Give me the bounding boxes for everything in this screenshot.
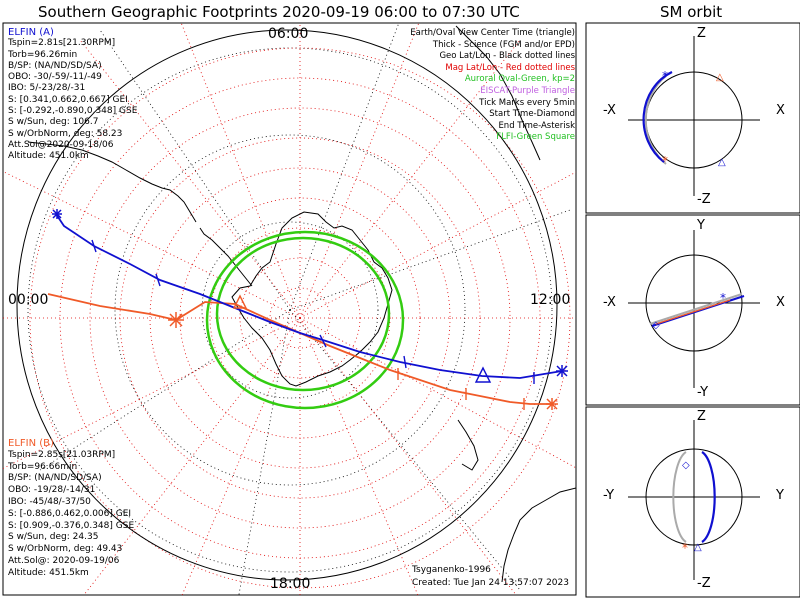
elfin-a-end-asterisk (52, 209, 62, 219)
svg-text:*: * (662, 69, 668, 83)
sm3-axis-left: -Y (603, 488, 615, 503)
svg-text:*: * (662, 154, 668, 168)
elfin-a-line: Altitude: 451.0km (8, 151, 89, 162)
elfin-b-line: S w/Sun, deg: 24.35 (8, 532, 99, 543)
legend-item: Start Time-Diamond (489, 109, 575, 120)
legend: Earth/Oval View Center Time (triangle) T… (410, 28, 575, 144)
elfin-b-info: ELFIN (B) Tspin=2.85s[21.03RPM] Torb=96.… (8, 438, 134, 580)
legend-item: Tick Marks every 5min (479, 97, 575, 108)
elfin-b-line: Altitude: 451.5km (8, 567, 89, 578)
elfin-b-line: B/SP: (NA/ND/SD/SA) (8, 473, 102, 484)
auroral-oval-outer (205, 230, 405, 410)
elfin-b-view-center-triangle (232, 294, 248, 309)
sm1-axis-right: X (776, 103, 785, 118)
elfin-a-line: S: [-0.292,-0.890,0.348] GSE (8, 106, 138, 117)
map-frame (2, 22, 577, 596)
sm-panel-1-frame (585, 22, 800, 214)
elfin-a-line: S w/OrbNorm, deg: 58.23 (8, 128, 123, 139)
sm-orbit-title: SM orbit (660, 3, 723, 21)
clock-label-bottom: 18:00 (270, 576, 311, 592)
sm3-axis-top: Z (697, 409, 706, 424)
elfin-a-view-center-triangle (474, 366, 492, 383)
auroral-oval-inner (215, 236, 391, 392)
legend-item: EISCAT-Purple Triangle (480, 85, 575, 96)
legend-item: Geo Lat/Lon - Black dotted lines (439, 51, 575, 62)
sm-panel-2-frame (585, 214, 800, 406)
legend-item: FLFI-Green Square (496, 132, 575, 143)
elfin-a-line: S: [0.341,0.662,0.667] GEI (8, 94, 128, 105)
sm-panel-2: * ◇ (628, 230, 760, 388)
elfin-a-line: Torb=96.26min (8, 49, 78, 60)
africa-coastline (455, 25, 541, 161)
sm-panel-1: * * △ △ (628, 36, 760, 196)
svg-text:◇: ◇ (682, 460, 690, 471)
elfin-a-line: Att.Sol@2020-09-18/06 (8, 139, 114, 150)
elfin-a-line: OBO: -30/-59/-11/-49 (8, 72, 102, 83)
elfin-a-line: S w/Sun, deg: 106.7 (8, 117, 99, 128)
footer-model: Tsyganenko-1996 (412, 565, 491, 575)
sm1-axis-left: -X (603, 103, 616, 118)
elfin-a-line: B/SP: (NA/ND/SD/SA) (8, 60, 102, 71)
legend-item: Earth/Oval View Center Time (triangle) (410, 28, 575, 38)
earth-limb (16, 29, 558, 581)
elfin-a-line: Tspin=2.81s[21.30RPM] (8, 38, 116, 49)
elfin-b-line: Tspin=2.85s[21.03RPM] (8, 449, 116, 460)
sm3-axis-bottom: -Z (697, 576, 711, 591)
svg-text:*: * (720, 291, 726, 305)
antarctica-coastline (231, 211, 393, 387)
legend-item: End Time-Asterisk (498, 120, 575, 131)
sm1-axis-top: Z (697, 26, 706, 41)
svg-text:△: △ (716, 72, 724, 83)
svg-text:△: △ (694, 542, 702, 553)
main-title: Southern Geographic Footprints 2020-09-1… (38, 3, 520, 21)
south-america-coastline (27, 141, 197, 223)
sm3-axis-right: Y (776, 488, 784, 503)
legend-item: Auroral Oval-Green, kp=2 (464, 74, 575, 85)
elfin-b-line: IBO: -45/48/-37/50 (8, 496, 91, 507)
clock-label-left: 00:00 (8, 292, 49, 308)
elfin-b-track (47, 293, 552, 405)
sm2-axis-right: X (776, 295, 785, 310)
elfin-a-start-asterisk (556, 365, 568, 377)
legend-item: Thick - Science (FGM and/or EPD) (432, 39, 575, 50)
elfin-b-ticks (397, 368, 525, 410)
elfin-b-name: ELFIN (B) (8, 438, 54, 449)
mag-grid (3, 23, 576, 595)
elfin-a-name: ELFIN (A) (8, 27, 54, 38)
sm2-axis-bottom: -Y (697, 385, 709, 400)
sm-panel-3: ◇ * △ (628, 420, 760, 580)
clock-label-top: 06:00 (268, 26, 309, 42)
elfin-b-line: S: [0.909,-0.376,0.348] GSE (8, 520, 135, 531)
sm-panel-3-frame (585, 406, 800, 598)
svg-text:◇: ◇ (652, 320, 660, 331)
australia-coastline (501, 487, 576, 583)
elfin-b-end-asterisk (168, 312, 184, 328)
elfin-a-line: IBO: 5/-23/28/-31 (8, 83, 86, 94)
elfin-a-ticks (91, 239, 535, 384)
elfin-b-line: S: [-0.886,0.462,0.006] GEI (8, 508, 132, 519)
elfin-b-line: Torb=96.66min (8, 461, 78, 472)
elfin-a-track (55, 213, 563, 379)
footer-created: Created: Tue Jan 24 13:57:07 2023 (412, 578, 569, 588)
elfin-b-start-asterisk (546, 398, 558, 410)
antarctic-peninsula (199, 227, 253, 287)
elfin-b-line: Att.Sol@: 2020-09-19/06 (8, 555, 120, 566)
new-zealand-coastline (457, 419, 479, 471)
sm2-axis-left: -X (603, 295, 616, 310)
clock-label-right: 12:00 (530, 292, 571, 308)
legend-item: Mag Lat/Lon - Red dotted lines (445, 62, 575, 73)
sm2-axis-top: Y (697, 218, 705, 233)
elfin-a-info: ELFIN (A) Tspin=2.81s[21.30RPM] Torb=96.… (8, 27, 137, 163)
sm1-axis-bottom: -Z (697, 192, 711, 207)
svg-text:*: * (682, 541, 688, 555)
elfin-b-line: S w/OrbNorm, deg: 49.43 (8, 544, 123, 555)
svg-text:△: △ (718, 157, 726, 168)
elfin-b-line: OBO: -19/28/-14/31 (8, 485, 96, 496)
geo-grid (27, 23, 571, 595)
